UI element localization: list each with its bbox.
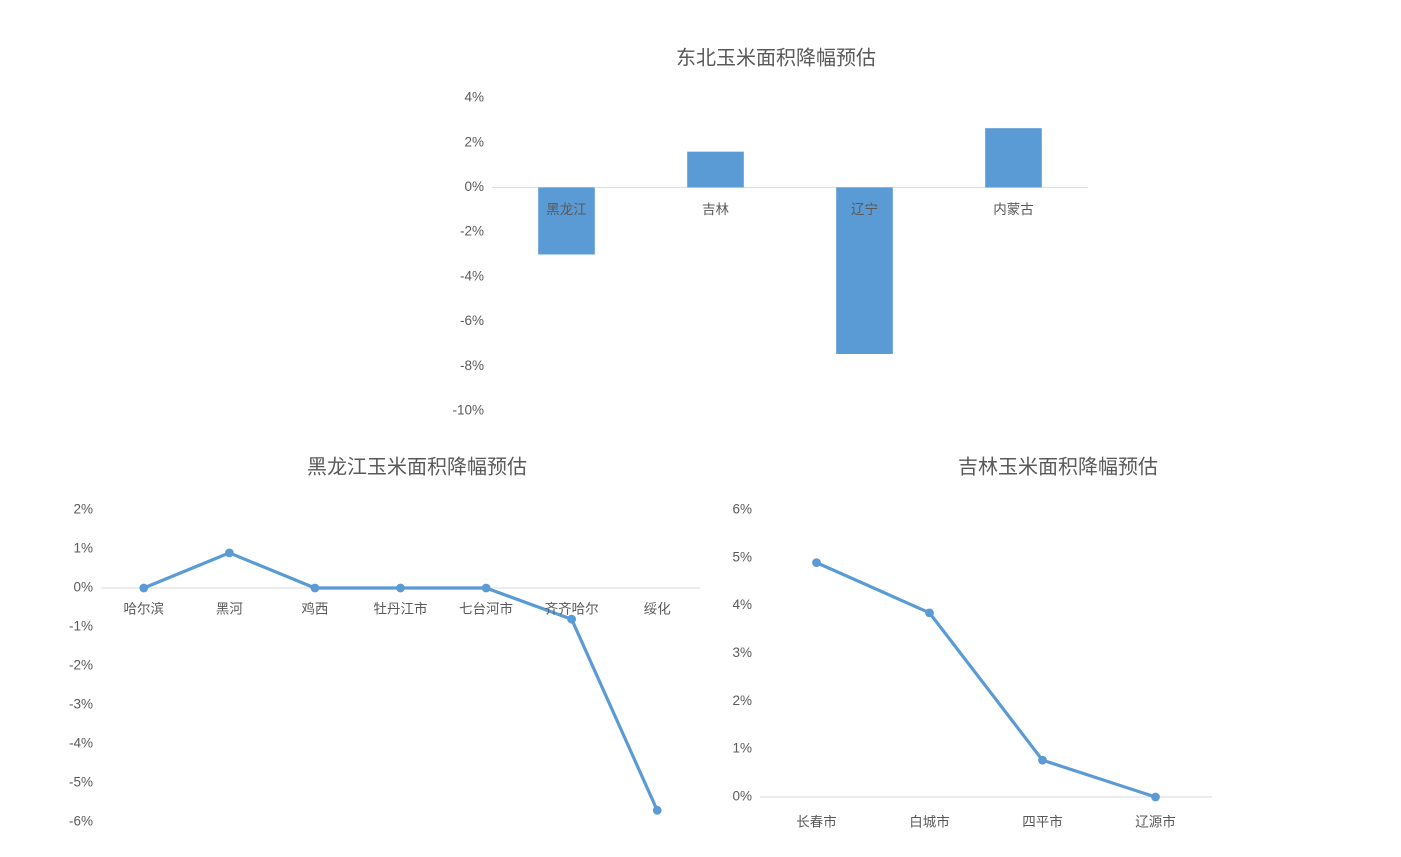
chart-northeast-x-labels: 黑龙江 吉林 辽宁 内蒙古 [546,201,1034,217]
x-tick-label: 齐齐哈尔 [545,602,599,617]
y-tick-label: 5% [732,549,752,564]
chart-jilin-svg: 吉林玉米面积降幅预估 6% 5% 4% 3% 2% 1% 0% 长春市 白城市 四平市 辽源市 [732,455,1212,830]
data-point-marker [396,583,405,593]
y-tick-label: 1% [73,541,93,556]
bar [985,128,1042,188]
chart-heilongjiang-plot [139,548,662,815]
y-tick-label: -2% [69,658,93,673]
y-tick-label: -8% [460,358,484,373]
y-tick-label: 4% [732,597,752,612]
y-tick-label: -10% [452,403,484,418]
y-tick-label: 0% [73,580,93,595]
y-tick-label: 3% [732,645,752,660]
chart-northeast-title: 东北玉米面积降幅预估 [676,46,876,69]
y-tick-label: 2% [732,693,752,708]
y-tick-label: -4% [69,736,93,751]
chart-northeast-plot [538,128,1042,354]
data-point-marker [925,608,934,618]
chart-jilin-x-labels: 长春市 白城市 四平市 辽源市 [796,814,1176,830]
y-tick-label: -2% [460,224,484,239]
bar [538,187,595,255]
y-tick-label: 1% [732,741,752,756]
x-tick-label: 白城市 [909,814,950,830]
data-point-marker [567,614,577,624]
chart-northeast-svg: 东北玉米面积降幅预估 4% 2% 0% -2% -4% -6% -8% -10% 黑龙江 吉林 辽… [452,46,1088,418]
y-tick-label: 2% [73,502,93,517]
series-line [814,561,1158,799]
chart-heilongjiang-title: 黑龙江玉米面积降幅预估 [307,455,527,478]
y-tick-label: 0% [464,179,484,194]
chart-jilin-corn-area-decline: 吉林玉米面积降幅预估 6% 5% 4% 3% 2% 1% 0% 长春市 白城市 四平市 辽源市 [700,432,1401,857]
chart-heilongjiang-x-labels: 哈尔滨 黑河 鸡西 牡丹江市 七台河市 齐齐哈尔 绥化 [124,601,671,617]
y-tick-label: -5% [69,775,93,790]
data-point-marker [1151,792,1160,802]
data-point-marker [481,583,491,593]
chart-jilin-plot [812,558,1160,802]
x-tick-label: 内蒙古 [993,202,1034,217]
bar [687,151,744,188]
bar [836,187,893,354]
y-tick-label: 2% [464,134,484,149]
chart-jilin-title: 吉林玉米面积降幅预估 [958,455,1158,478]
chart-northeast-corn-area-decline: 东北玉米面积降幅预估 4% 2% 0% -2% -4% -6% -8% -10% 黑龙江 吉林 辽… [452,46,1088,418]
y-tick-label: -4% [460,268,484,283]
x-tick-label: 哈尔滨 [124,602,165,617]
x-tick-label: 黑河 [216,602,243,617]
chart-heilongjiang-corn-area-decline: 黑龙江玉米面积降幅预估 2% 1% 0% -1% -2% -3% -4% -5% -6% 哈尔滨… [0,432,700,857]
y-tick-label: -6% [69,814,93,829]
x-tick-label: 鸡西 [301,601,328,617]
data-point-marker [652,805,662,815]
chart-heilongjiang-svg: 黑龙江玉米面积降幅预估 2% 1% 0% -1% -2% -3% -4% -5% -6% 哈尔滨… [69,455,700,829]
x-tick-label: 辽源市 [1135,814,1176,830]
chart-heilongjiang-y-axis: 2% 1% 0% -1% -2% -3% -4% -5% -6% [69,502,700,829]
y-tick-label: -6% [460,313,484,328]
x-tick-label: 七台河市 [459,601,513,617]
data-point-marker [224,548,234,558]
x-tick-label: 长春市 [796,814,837,830]
x-tick-label: 绥化 [644,602,671,617]
y-tick-label: 0% [732,789,752,804]
data-point-marker [139,583,149,593]
data-point-marker [1038,755,1047,765]
data-point-marker [812,558,821,568]
chart-jilin-y-axis: 6% 5% 4% 3% 2% 1% 0% [732,502,1212,804]
y-tick-label: -3% [69,697,93,712]
x-tick-label: 吉林 [702,202,730,217]
data-point-marker [310,583,320,593]
x-tick-label: 辽宁 [851,201,878,217]
x-tick-label: 黑龙江 [546,202,587,217]
x-tick-label: 牡丹江市 [374,601,428,617]
x-tick-label: 四平市 [1022,814,1063,830]
y-tick-label: 6% [732,502,752,517]
y-tick-label: -1% [69,619,93,634]
y-tick-label: 4% [464,90,484,105]
